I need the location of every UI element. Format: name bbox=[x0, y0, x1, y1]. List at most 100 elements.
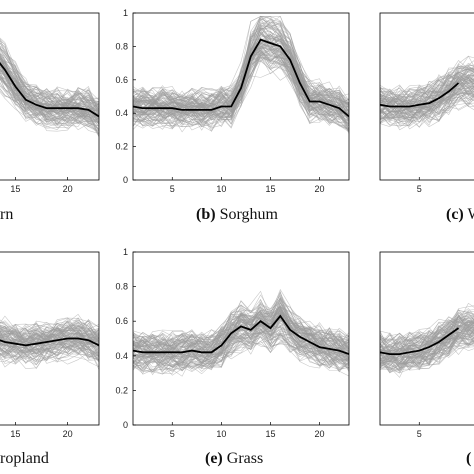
background-line bbox=[0, 317, 99, 345]
caption-a-text: rn bbox=[0, 206, 14, 223]
background-line bbox=[133, 320, 349, 363]
panel-c-mean-line bbox=[380, 82, 460, 108]
y-tick-label: 0.2 bbox=[115, 142, 128, 152]
background-line bbox=[0, 63, 99, 110]
background-line bbox=[0, 345, 99, 360]
background-line bbox=[133, 328, 349, 377]
background-line bbox=[380, 317, 474, 356]
background-line bbox=[380, 60, 474, 102]
background-line bbox=[0, 46, 99, 115]
background-line bbox=[0, 74, 99, 125]
caption-f-label: ( bbox=[466, 450, 472, 467]
panel-a-background-lines bbox=[0, 37, 99, 138]
background-line bbox=[380, 310, 474, 354]
background-line bbox=[380, 324, 474, 363]
panel-d-background-lines bbox=[0, 313, 99, 370]
background-line bbox=[0, 40, 99, 108]
background-line bbox=[0, 88, 99, 131]
background-line bbox=[0, 61, 99, 119]
background-line bbox=[0, 345, 99, 368]
background-line bbox=[0, 329, 99, 355]
background-line bbox=[133, 332, 349, 373]
panel-c-axes-box bbox=[379, 12, 474, 181]
background-line bbox=[0, 58, 99, 113]
background-line bbox=[0, 62, 99, 134]
background-line bbox=[380, 97, 474, 131]
panel-c-background-lines bbox=[380, 55, 474, 131]
background-line bbox=[380, 80, 474, 118]
background-line bbox=[380, 321, 474, 366]
background-line bbox=[380, 93, 474, 128]
x-tick-label: 10 bbox=[216, 184, 226, 194]
background-line bbox=[0, 327, 99, 345]
background-line bbox=[0, 337, 99, 354]
background-line bbox=[380, 324, 474, 368]
y-tick-label: 1 bbox=[123, 8, 128, 18]
background-line bbox=[380, 76, 474, 111]
panel-a: 15 20 bbox=[0, 12, 100, 194]
background-line bbox=[380, 95, 474, 123]
background-line bbox=[380, 55, 474, 100]
background-line bbox=[0, 346, 99, 370]
caption-b-text: Sorghum bbox=[219, 206, 278, 223]
caption-b: (b) Sorghum bbox=[196, 206, 278, 224]
x-tick-label: 15 bbox=[265, 429, 275, 439]
background-line bbox=[0, 63, 99, 116]
background-line bbox=[0, 56, 99, 123]
background-line bbox=[0, 339, 99, 361]
background-line bbox=[0, 321, 99, 343]
y-tick-label: 0.8 bbox=[115, 282, 128, 292]
background-line bbox=[380, 76, 474, 101]
background-line bbox=[133, 316, 349, 371]
panel-e-axes-box bbox=[132, 251, 350, 426]
background-line bbox=[380, 314, 474, 352]
background-line bbox=[380, 75, 474, 112]
background-line bbox=[0, 69, 99, 116]
background-line bbox=[0, 321, 99, 348]
background-line bbox=[380, 82, 474, 110]
background-line bbox=[380, 325, 474, 351]
background-line bbox=[0, 340, 99, 354]
background-line bbox=[380, 82, 474, 115]
background-line bbox=[380, 315, 474, 351]
background-line bbox=[0, 317, 99, 341]
background-line bbox=[133, 16, 349, 114]
background-line bbox=[0, 69, 99, 119]
background-line bbox=[133, 18, 349, 107]
background-line bbox=[0, 85, 99, 131]
background-line bbox=[133, 31, 349, 109]
background-line bbox=[0, 71, 99, 123]
background-line bbox=[0, 345, 99, 365]
background-line bbox=[0, 66, 99, 132]
background-line bbox=[133, 312, 349, 359]
y-tick-label: 0 bbox=[123, 420, 128, 430]
background-line bbox=[380, 74, 474, 118]
background-line bbox=[380, 317, 474, 364]
background-line bbox=[380, 336, 474, 371]
background-line bbox=[0, 343, 99, 364]
background-line bbox=[0, 322, 99, 343]
x-tick-label: 15 bbox=[265, 184, 275, 194]
background-line bbox=[133, 335, 349, 377]
caption-c-text: W bbox=[467, 206, 474, 223]
background-line bbox=[133, 317, 349, 373]
background-line bbox=[0, 321, 99, 347]
y-tick-label: 0.6 bbox=[115, 75, 128, 85]
x-tick-label: 5 bbox=[170, 184, 175, 194]
background-line bbox=[0, 321, 99, 343]
y-tick-label: 0.4 bbox=[115, 108, 128, 118]
background-line bbox=[0, 59, 99, 104]
background-line bbox=[380, 94, 474, 119]
background-line bbox=[380, 344, 474, 371]
background-line bbox=[380, 335, 474, 367]
caption-e-label: (e) bbox=[205, 450, 223, 467]
panel-b-background-lines bbox=[133, 15, 349, 135]
caption-c-label: (c) bbox=[446, 206, 464, 223]
background-line bbox=[0, 68, 99, 118]
background-line bbox=[0, 333, 99, 350]
y-tick-label: 0.8 bbox=[115, 41, 128, 51]
background-line bbox=[0, 78, 99, 119]
y-tick-label: 0.6 bbox=[115, 316, 128, 326]
x-tick-label: 20 bbox=[315, 184, 325, 194]
background-line bbox=[0, 317, 99, 342]
